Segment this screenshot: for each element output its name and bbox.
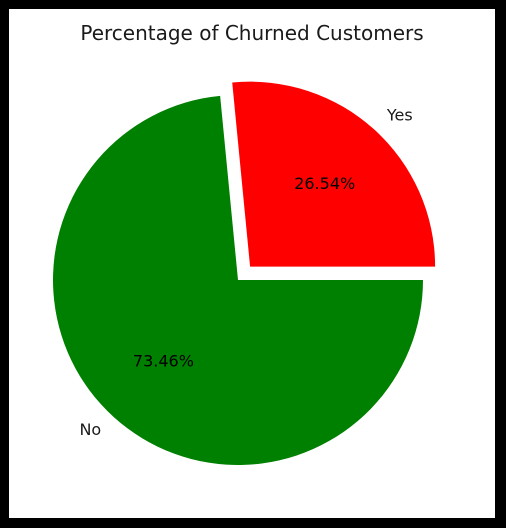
slice-percent-yes: 26.54% — [294, 174, 355, 193]
pie-slice-yes — [232, 81, 436, 267]
pie-labels: No 73.46% Yes 26.54% — [79, 105, 412, 439]
chart-title: Percentage of Churned Customers — [80, 21, 423, 45]
pie-slices — [52, 81, 436, 466]
pie-slice-no — [52, 95, 423, 466]
slice-percent-no: 73.46% — [133, 352, 194, 371]
slice-label-no: No — [79, 420, 101, 439]
pie-chart: Percentage of Churned Customers No 73.46%… — [52, 21, 436, 466]
slice-label-yes: Yes — [386, 105, 413, 124]
chart-frame: Percentage of Churned Customers No 73.46%… — [9, 9, 495, 518]
